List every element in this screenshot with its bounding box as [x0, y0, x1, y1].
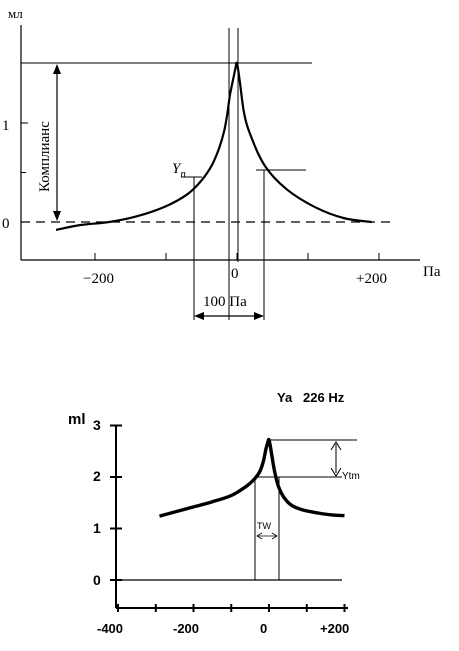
ytm-label: Ytm	[342, 471, 360, 482]
x-tick-label-minus200: −200	[83, 271, 114, 287]
yn-label: Yn	[172, 161, 186, 180]
chart-title: Ya 226 Hz	[277, 390, 345, 405]
y-axis-label: ml	[68, 411, 86, 428]
x-tick-label-minus400: -400	[97, 621, 123, 636]
x-tick-label-0: 0	[231, 266, 239, 282]
tick-marks	[21, 122, 380, 260]
x-tick-label-0: 0	[260, 621, 267, 636]
tw-arrow-head-left	[256, 532, 263, 540]
width-arrow-head-right	[254, 312, 264, 320]
y-tick-label-3: 3	[93, 417, 101, 433]
compliance-label: Комплианс	[37, 121, 53, 192]
width-arrow-head-left	[194, 312, 204, 320]
x-tick-marks	[117, 604, 346, 612]
y-tick-marks	[110, 424, 122, 581]
x-tick-label-plus200: +200	[320, 621, 349, 636]
compliance-arrow-head-bottom	[53, 211, 61, 221]
tw-label: TW	[257, 521, 271, 531]
tympanogram-chart-bottom: Ya 226 Hz ml 3 2 1 0 -400 -200 0 +200 Yt…	[68, 390, 360, 636]
tw-arrow-head-right	[271, 532, 278, 540]
x-tick-label-minus200: -200	[173, 621, 199, 636]
x-axis-label: Па	[423, 264, 441, 280]
y-tick-label-0: 0	[2, 216, 10, 232]
y-tick-label-1: 1	[2, 118, 10, 134]
y-tick-label-1: 1	[93, 520, 101, 536]
width-label: 100 Па	[203, 294, 247, 310]
x-tick-label-plus200: +200	[356, 271, 387, 287]
tympanogram-curve	[55, 61, 373, 231]
tympanogram-chart-top: мл Па 1 0 −200 0 +200 Комплианс Yn 100 П…	[2, 6, 441, 320]
y-tick-label-2: 2	[93, 468, 101, 484]
ytm-arrow-head-top	[330, 441, 342, 451]
compliance-arrow-head-top	[53, 64, 61, 74]
y-axis-label: мл	[8, 6, 23, 21]
tympanogram-curve	[159, 437, 345, 518]
ytm-arrow-head-bottom	[330, 467, 342, 477]
y-tick-label-0: 0	[93, 572, 101, 588]
